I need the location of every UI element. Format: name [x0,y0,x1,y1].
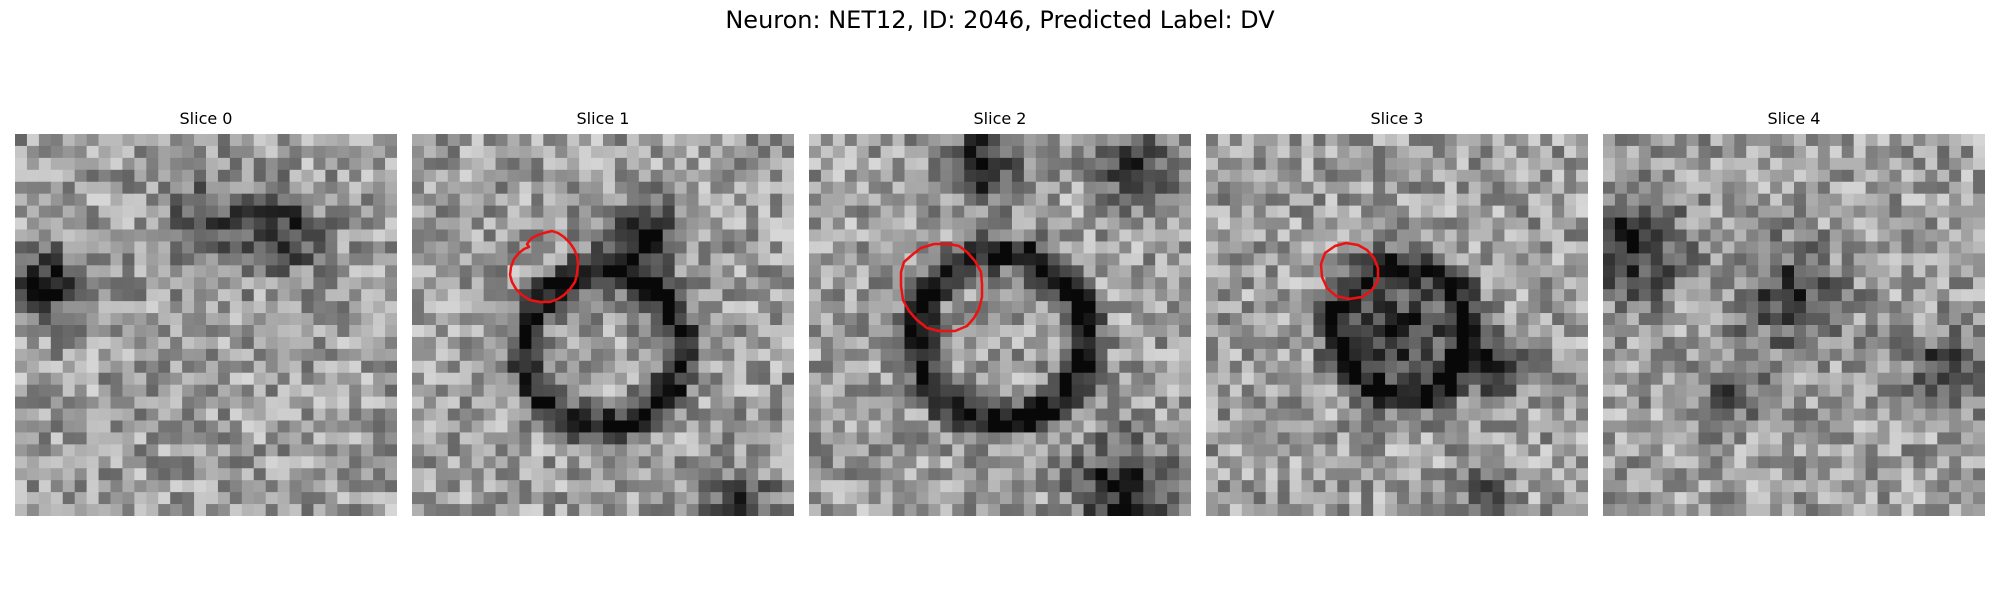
slice-title: Slice 3 [1370,109,1424,128]
pixel-grid [1603,134,1985,516]
slice-panel-3: Slice 3 [1206,108,1588,516]
slice-image-3 [1206,134,1588,516]
pixel-grid [15,134,397,516]
slice-image-0 [15,134,397,516]
cell-contour [899,242,984,333]
slice-panel-4: Slice 4 [1603,108,1985,516]
slice-title: Slice 1 [576,109,630,128]
cell-contour [1319,241,1380,301]
slice-image-1 [412,134,794,516]
slice-title: Slice 4 [1767,109,1821,128]
slice-image-4 [1603,134,1985,516]
slice-panel-1: Slice 1 [412,108,794,516]
figure-title: Neuron: NET12, ID: 2046, Predicted Label… [725,6,1275,34]
pixel-grid [1206,134,1588,516]
slice-panel-2: Slice 2 [809,108,1191,516]
cell-contour [508,229,580,304]
pixel-grid [412,134,794,516]
pixel-grid [809,134,1191,516]
slice-image-2 [809,134,1191,516]
slice-panel-0: Slice 0 [15,108,397,516]
slice-title: Slice 0 [179,109,233,128]
slice-title: Slice 2 [973,109,1027,128]
